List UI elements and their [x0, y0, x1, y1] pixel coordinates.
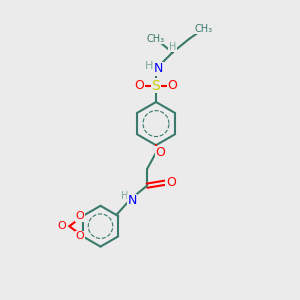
Text: O: O: [156, 146, 165, 159]
Text: N: N: [154, 62, 163, 76]
Text: H: H: [145, 61, 154, 71]
Text: O: O: [76, 231, 84, 242]
Text: O: O: [58, 221, 66, 231]
Text: O: O: [166, 176, 176, 189]
Text: N: N: [127, 194, 137, 207]
Text: O: O: [168, 79, 177, 92]
Text: O: O: [135, 79, 144, 92]
Text: H: H: [169, 41, 176, 52]
Text: S: S: [152, 79, 160, 92]
Text: O: O: [76, 211, 84, 221]
Text: H: H: [121, 190, 128, 201]
Text: CH₃: CH₃: [195, 23, 213, 34]
Text: CH₃: CH₃: [147, 34, 165, 44]
